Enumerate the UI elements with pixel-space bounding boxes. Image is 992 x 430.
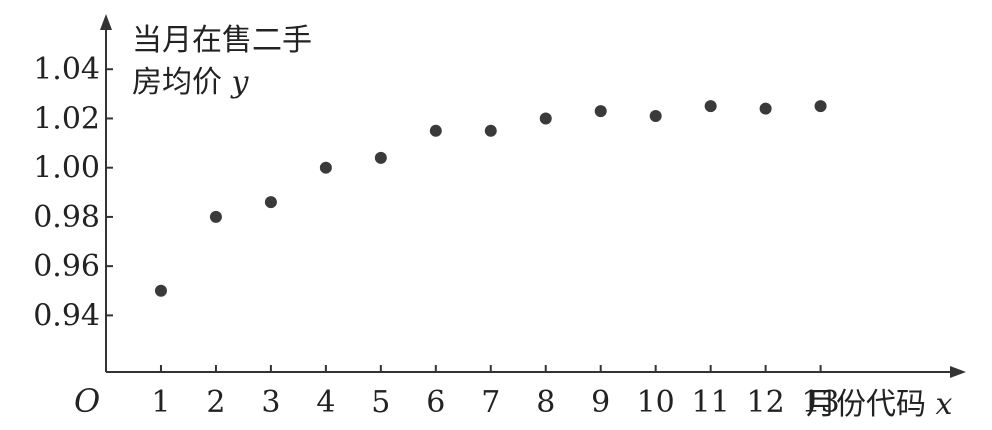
y-axis-title-line-1: 当月在售二手 xyxy=(132,23,312,58)
data-point xyxy=(484,124,497,137)
x-axis xyxy=(106,366,966,378)
x-axis-title: 月份代码 x xyxy=(806,387,953,422)
x-tick-label: 6 xyxy=(426,385,445,420)
y-axis-variable: y xyxy=(230,65,250,100)
y-ticks: 0.94 0.96 0.98 1.00 1.02 1.04 xyxy=(33,52,113,333)
data-point xyxy=(759,102,772,115)
y-tick-label: 0.98 xyxy=(33,200,100,235)
data-point xyxy=(429,124,442,137)
data-point xyxy=(319,161,332,174)
data-points xyxy=(154,100,827,297)
x-axis-title-text: 月份代码 xyxy=(806,387,926,422)
data-point xyxy=(704,100,717,113)
x-ticks: 1 2 3 4 5 6 7 8 9 10 11 12 13 xyxy=(151,365,840,420)
x-tick-label: 10 xyxy=(637,385,675,420)
x-axis-variable: x xyxy=(936,387,953,422)
data-point xyxy=(264,196,277,209)
data-point xyxy=(594,105,607,118)
data-point xyxy=(649,110,662,122)
x-tick-label: 11 xyxy=(692,385,730,420)
data-point xyxy=(209,210,222,223)
data-point xyxy=(814,100,827,113)
x-tick-label: 13 xyxy=(801,385,839,420)
x-tick-label: 3 xyxy=(261,385,280,420)
y-tick-label: 1.00 xyxy=(33,151,100,186)
y-axis-arrow xyxy=(100,14,112,30)
origin-label: O xyxy=(74,382,100,420)
y-tick-label: 1.04 xyxy=(33,52,100,87)
x-tick-label: 9 xyxy=(591,385,610,420)
x-axis-arrow xyxy=(950,366,966,378)
x-tick-label: 1 xyxy=(151,385,170,420)
x-tick-label: 5 xyxy=(371,385,390,420)
y-axis-title-line-2: 房均价 y xyxy=(132,65,250,100)
x-tick-label: 4 xyxy=(316,385,335,420)
y-tick-label: 0.94 xyxy=(33,298,100,333)
data-point xyxy=(539,112,552,125)
y-axis xyxy=(100,14,112,372)
x-tick-label: 8 xyxy=(536,385,555,420)
x-tick-label: 12 xyxy=(747,385,785,420)
y-tick-label: 0.96 xyxy=(33,249,100,284)
y-tick-label: 1.02 xyxy=(33,101,100,136)
x-tick-label: 2 xyxy=(206,385,225,420)
data-point xyxy=(374,151,387,164)
x-tick-label: 7 xyxy=(481,385,500,420)
y-axis-title-text: 房均价 xyxy=(132,65,222,100)
data-point xyxy=(154,284,167,297)
